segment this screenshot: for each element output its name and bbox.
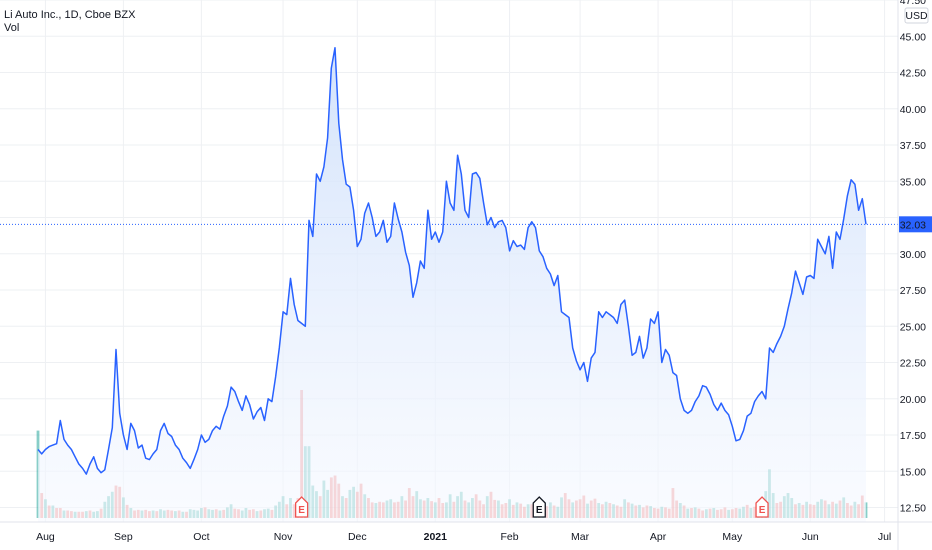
y-tick-label: 42.50 [900, 68, 926, 80]
price-area [38, 47, 866, 523]
x-tick-label: Feb [501, 531, 519, 543]
y-tick-label: 25.00 [900, 321, 926, 333]
x-tick-label: Oct [193, 531, 209, 543]
x-tick-label: Apr [650, 531, 667, 543]
currency-label[interactable]: USD [905, 10, 928, 22]
y-tick-label: 12.50 [900, 503, 926, 515]
earnings-marker[interactable] [532, 496, 546, 518]
x-tick-label: Jun [802, 531, 819, 543]
y-tick-label: 30.00 [900, 249, 926, 261]
x-tick-label: Nov [274, 531, 293, 543]
y-tick-label: 47.50 [900, 0, 926, 7]
earnings-marker[interactable] [755, 496, 769, 518]
y-tick-label: 40.00 [900, 104, 926, 116]
earnings-marker-label[interactable]: E [759, 505, 766, 516]
y-tick-label: 27.50 [900, 285, 926, 297]
earnings-marker-label[interactable]: E [298, 505, 305, 516]
y-tick-label: 37.50 [900, 140, 926, 152]
price-line [37, 47, 867, 475]
price-scale[interactable] [898, 0, 932, 550]
y-tick-label: 35.00 [900, 176, 926, 188]
earnings-marker[interactable] [294, 496, 309, 518]
volume-label: Vol [4, 22, 20, 34]
last-price-label: 32.03 [900, 219, 926, 231]
x-tick-label: May [722, 531, 743, 543]
chart-legend: Li Auto Inc., 1D, Cboe BZX Vol [4, 9, 135, 35]
currency-badge[interactable] [904, 7, 929, 24]
x-tick-label: Mar [571, 531, 590, 543]
y-tick-label: 20.00 [900, 394, 926, 406]
earnings-marker-label[interactable]: E [536, 505, 543, 516]
x-tick-label: Aug [36, 531, 55, 543]
last-price-tag [899, 216, 932, 233]
y-tick-label: 45.00 [900, 31, 926, 43]
x-tick-label: Dec [348, 531, 367, 543]
x-tick-label: Sep [114, 531, 133, 543]
y-tick-label: 15.00 [900, 466, 926, 478]
y-tick-label: 22.50 [900, 358, 926, 370]
y-tick-label: 17.50 [900, 430, 926, 442]
symbol-title: Li Auto Inc., 1D, Cboe BZX [4, 9, 136, 21]
x-tick-label: Jul [878, 531, 891, 543]
x-tick-label: 2021 [424, 531, 448, 543]
